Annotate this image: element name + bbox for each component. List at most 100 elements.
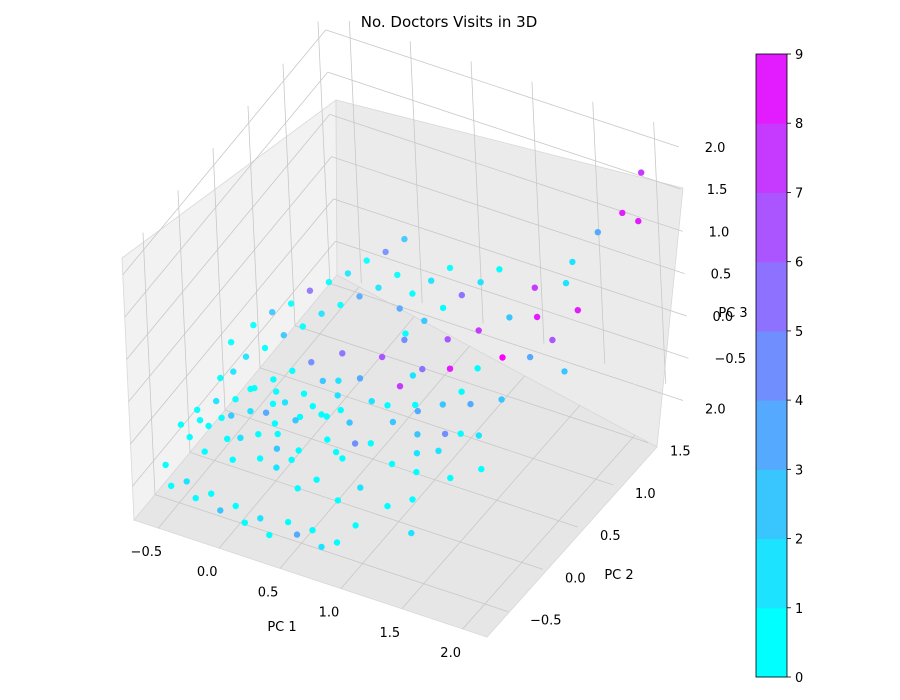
data-point: [384, 402, 391, 409]
grid-line-y: [259, 367, 614, 486]
y-tick-label: 0.5: [600, 529, 621, 544]
data-point: [270, 376, 277, 383]
data-point: [250, 321, 257, 329]
z-tick-label: 1.5: [707, 183, 728, 198]
data-point: [526, 353, 534, 361]
z-tick-label: 0.5: [711, 268, 732, 283]
data-point: [421, 317, 428, 324]
data-point: [232, 502, 239, 510]
grid-line-z: [126, 114, 330, 360]
data-point: [293, 531, 301, 538]
data-point: [619, 209, 626, 217]
data-point: [273, 388, 280, 395]
data-point: [357, 484, 364, 491]
y-tick-label: 1.5: [670, 445, 691, 460]
data-point: [224, 435, 231, 442]
data-point: [309, 403, 316, 410]
data-point: [217, 374, 224, 382]
data-point: [213, 397, 220, 405]
x-axis-label: PC 1: [267, 620, 296, 635]
data-point: [289, 367, 296, 374]
data-point: [334, 497, 342, 504]
data-point: [217, 507, 224, 514]
data-point: [496, 266, 503, 273]
grid-line-z: [335, 240, 689, 359]
data-point: [332, 448, 340, 456]
data-point: [401, 235, 408, 243]
data-point: [396, 305, 403, 312]
tick-labels: −0.5 −0.5 −0.5 0.0 0.0 0.0 0.5 0.5 0.5 1.0 1.0 1.0 1…: [131, 141, 746, 661]
z-tick-label: 2.0: [705, 141, 726, 156]
colorbar-segment: [756, 123, 787, 193]
grid-line-x: [158, 286, 360, 529]
data-point: [309, 527, 316, 534]
grid-line-x: [653, 121, 667, 384]
data-point: [228, 412, 235, 419]
grid-line-x: [409, 41, 423, 304]
grid-line-y: [212, 148, 226, 411]
data-point: [346, 419, 353, 426]
colorbar-tick-label: 9: [795, 48, 803, 63]
data-point: [561, 368, 568, 375]
data-point: [162, 461, 169, 469]
data-point: [356, 293, 363, 300]
x-tick-label: 1.0: [319, 606, 340, 621]
data-point: [237, 434, 244, 441]
data-point: [413, 450, 421, 457]
grid-line-z: [124, 71, 329, 318]
data-point: [323, 413, 330, 420]
data-point: [241, 519, 248, 526]
data-point: [367, 440, 374, 447]
data-point: [196, 417, 204, 424]
x-tick-label: 0.0: [197, 565, 218, 580]
data-point: [335, 377, 342, 384]
data-point: [413, 468, 420, 476]
data-point: [266, 531, 273, 539]
data-point: [306, 287, 314, 294]
data-point: [444, 336, 451, 343]
data-point: [446, 264, 454, 272]
data-point: [388, 460, 396, 468]
data-point: [499, 354, 506, 361]
data-point: [313, 476, 320, 483]
data-point: [294, 485, 301, 492]
data-point: [230, 368, 237, 375]
data-point: [318, 411, 325, 418]
colorbar-segment: [756, 538, 787, 609]
data-point: [227, 339, 235, 346]
data-point: [324, 436, 331, 443]
data-point: [638, 169, 645, 176]
data-point: [247, 408, 254, 415]
data-point: [292, 417, 299, 424]
data-point: [261, 344, 269, 352]
data-point: [402, 330, 409, 337]
data-point: [242, 353, 250, 360]
data-point: [299, 323, 306, 330]
z-axis-label: PC 3: [718, 306, 747, 321]
grid-line-x: [401, 405, 581, 610]
data-point: [318, 543, 325, 551]
colorbar-tick-label: 0: [795, 671, 803, 686]
data-point: [194, 406, 201, 413]
colorbar-segment: [756, 54, 787, 124]
data-point: [339, 350, 346, 357]
data-point: [363, 257, 370, 264]
data-point: [447, 474, 454, 482]
data-point: [262, 409, 270, 416]
data-point: [419, 365, 426, 373]
x-tick-label: 0.5: [258, 585, 279, 600]
data-point: [401, 336, 408, 344]
data-point: [247, 385, 254, 393]
grid-line-z: [327, 71, 681, 190]
data-point: [168, 482, 175, 489]
data-point: [337, 301, 344, 309]
colorbar-segment: [756, 192, 787, 263]
grid-line-x: [340, 375, 525, 589]
colorbar-frame: [755, 53, 788, 678]
data-point: [351, 440, 359, 447]
data-point: [414, 407, 421, 415]
data-point: [446, 365, 454, 372]
z-tick-label: −0.5: [714, 352, 746, 367]
grid-line-y: [317, 21, 331, 284]
grid-line-z: [331, 156, 685, 275]
